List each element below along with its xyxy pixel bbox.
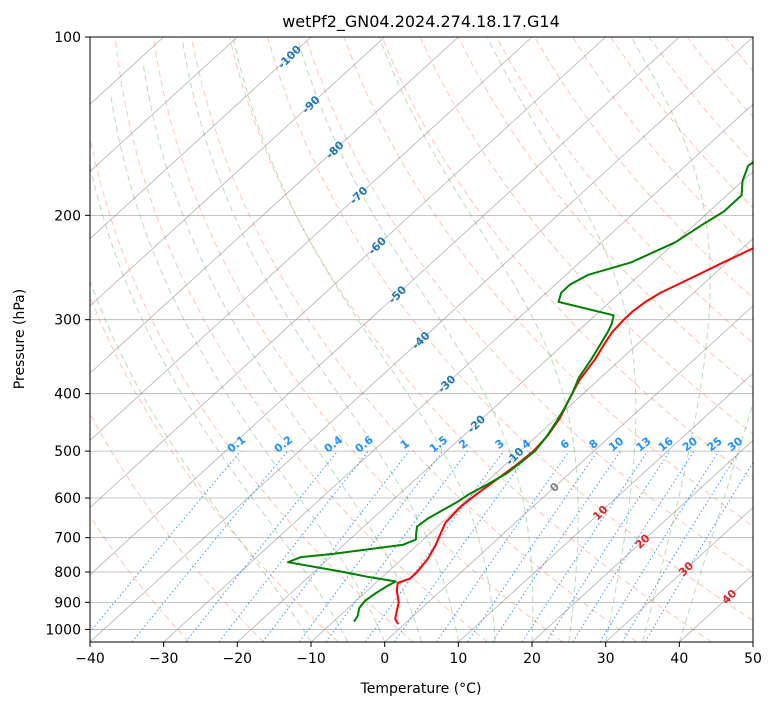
isotherm-line bbox=[90, 37, 312, 240]
x-tick-label: 50 bbox=[744, 651, 762, 667]
dry-adiabat-line bbox=[534, 37, 753, 299]
y-tick-label: 100 bbox=[54, 30, 81, 46]
x-tick-label: 0 bbox=[380, 651, 389, 667]
isotherm-line bbox=[310, 238, 753, 642]
y-tick-label: 600 bbox=[54, 491, 81, 507]
x-tick-label: 10 bbox=[449, 651, 467, 667]
moist-adiabat-line bbox=[232, 37, 496, 642]
y-tick-label: 500 bbox=[54, 444, 81, 460]
dry-adiabat-line bbox=[190, 37, 638, 642]
mixing-ratio-line bbox=[364, 450, 505, 642]
isotherm-line bbox=[90, 37, 459, 374]
y-tick-label: 300 bbox=[54, 313, 81, 329]
isotherm-line bbox=[90, 37, 753, 642]
dewpoint-line bbox=[287, 161, 753, 623]
isotherm-line bbox=[531, 439, 753, 642]
moist-adiabat-line bbox=[630, 37, 711, 642]
mixing-ratio-line bbox=[262, 450, 410, 642]
mixing-ratio-line bbox=[521, 450, 649, 642]
isotherm-line bbox=[752, 641, 753, 642]
x-tick-label: −30 bbox=[149, 651, 179, 667]
moist-adiabat-line bbox=[678, 401, 753, 642]
y-tick-label: 900 bbox=[54, 595, 81, 611]
moist-adiabat-line bbox=[378, 37, 579, 642]
mixing-ratio-line bbox=[491, 450, 621, 642]
isotherm-line bbox=[605, 507, 753, 642]
isotherm-line bbox=[90, 37, 238, 172]
data-series bbox=[287, 161, 753, 625]
isotherm-line bbox=[90, 37, 606, 509]
y-tick-label: 1000 bbox=[45, 622, 81, 638]
y-tick-label: 700 bbox=[54, 531, 81, 547]
background-lines bbox=[90, 37, 775, 642]
dry-adiabat-line bbox=[229, 37, 712, 642]
x-axis: −40 −30 −20 −10 0 10 20 30 40 50 bbox=[75, 642, 762, 667]
dry-adiabat-line bbox=[305, 37, 753, 574]
dry-adiabat-line bbox=[90, 515, 190, 642]
y-tick-label: 200 bbox=[54, 208, 81, 224]
moist-adiabat-line bbox=[486, 37, 637, 642]
x-tick-label: −40 bbox=[75, 651, 105, 667]
moist-adiabat-line bbox=[142, 61, 422, 642]
isotherm-line bbox=[384, 305, 753, 642]
isotherm-line bbox=[458, 372, 753, 642]
temperature-line bbox=[394, 247, 753, 625]
moist-adiabat-line bbox=[296, 37, 534, 642]
dry-adiabat-line bbox=[90, 412, 264, 642]
mixing-ratio-line bbox=[467, 450, 599, 642]
mixing-ratio-line bbox=[325, 450, 468, 642]
mixing-ratio-line bbox=[621, 450, 740, 642]
dry-adiabat-line bbox=[267, 37, 753, 622]
dry-adiabat-line bbox=[419, 37, 753, 435]
dry-adiabat-line bbox=[152, 37, 563, 642]
mixing-ratio-line bbox=[393, 450, 531, 642]
moist-adiabat-line bbox=[181, 37, 459, 642]
dry-adiabat-line bbox=[343, 37, 753, 527]
x-axis-title: Temperature (°C) bbox=[360, 681, 482, 697]
dry-adiabat-line bbox=[114, 37, 488, 642]
isotherm-line bbox=[90, 37, 533, 441]
dry-adiabat-line bbox=[763, 37, 775, 642]
isotherm-line bbox=[90, 37, 680, 576]
moist-adiabat-line bbox=[90, 163, 349, 642]
mixing-ratio-line bbox=[185, 450, 338, 642]
isotherm-line bbox=[237, 170, 753, 642]
x-tick-label: −20 bbox=[223, 651, 253, 667]
dry-adiabat-line bbox=[381, 37, 753, 481]
plot-frame bbox=[89, 36, 754, 643]
mixing-ratio-line bbox=[90, 450, 242, 633]
mixing-ratio-line bbox=[572, 450, 695, 642]
mixing-ratio-line bbox=[298, 450, 444, 642]
x-tick-label: 20 bbox=[523, 651, 541, 667]
x-tick-label: 40 bbox=[670, 651, 688, 667]
mixing-ratio-line bbox=[131, 450, 288, 642]
y-tick-label: 400 bbox=[54, 387, 81, 403]
isotherm-line bbox=[90, 37, 385, 307]
x-tick-label: 30 bbox=[597, 651, 615, 667]
x-tick-label: −10 bbox=[296, 651, 326, 667]
chart-title: wetPf2_GN04.2024.274.18.17.G14 bbox=[282, 12, 560, 32]
isotherm-line bbox=[163, 103, 753, 642]
y-axis-title: Pressure (hPa) bbox=[12, 289, 28, 389]
y-tick-label: 800 bbox=[54, 565, 81, 581]
dry-adiabat-line bbox=[457, 37, 753, 389]
y-axis: 100 200 300 400 500 600 700 800 900 1000 bbox=[45, 30, 90, 638]
mixing-ratio-line bbox=[545, 450, 671, 642]
mixing-ratio-line bbox=[435, 450, 570, 642]
